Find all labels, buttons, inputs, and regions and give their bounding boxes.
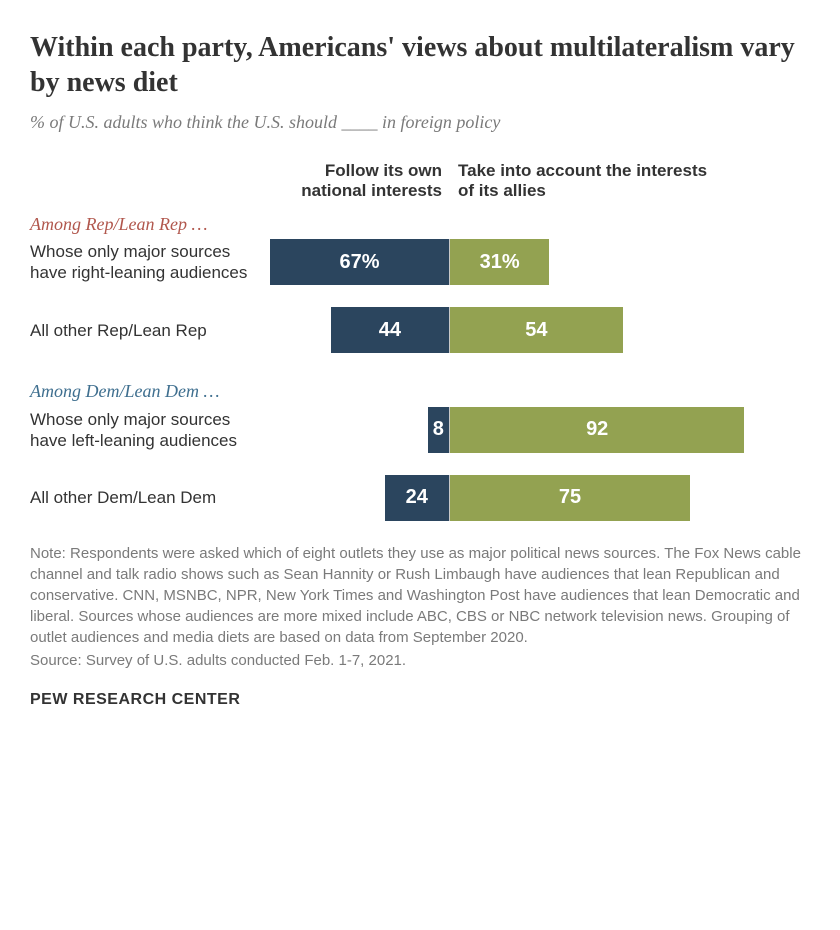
row-label: Whose only major sources have right-lean… — [30, 241, 270, 284]
source-line: Source: Survey of U.S. adults conducted … — [30, 652, 810, 669]
bar-left-wrap: 24 — [270, 475, 450, 521]
chart-groups: Among Rep/Lean Rep … Whose only major sou… — [30, 214, 800, 521]
bars: 67%31% — [270, 239, 770, 285]
bar-right-wrap: 75 — [450, 475, 770, 521]
bar-allies-interests: 31% — [450, 239, 549, 285]
chart-area: Follow its own national interests Take i… — [30, 161, 810, 521]
group-label: Among Dem/Lean Dem … — [30, 381, 230, 403]
column-headers: Follow its own national interests Take i… — [30, 161, 800, 202]
bars: 4454 — [270, 307, 770, 353]
chart-subtitle: % of U.S. adults who think the U.S. shou… — [30, 112, 810, 133]
chart-row: All other Rep/Lean Rep4454 — [30, 307, 800, 353]
bars: 892 — [270, 407, 770, 453]
chart-row: Whose only major sources have right-lean… — [30, 239, 800, 285]
footnote: Note: Respondents were asked which of ei… — [30, 543, 810, 648]
brand: PEW RESEARCH CENTER — [30, 691, 810, 709]
chart-row: Whose only major sources have left-leani… — [30, 407, 800, 453]
bar-allies-interests: 92 — [450, 407, 744, 453]
row-label: All other Rep/Lean Rep — [30, 320, 270, 341]
bars: 2475 — [270, 475, 770, 521]
bar-allies-interests: 54 — [450, 307, 623, 353]
row-label: All other Dem/Lean Dem — [30, 487, 270, 508]
header-spacer — [30, 161, 270, 202]
bar-right-wrap: 54 — [450, 307, 770, 353]
bar-national-interests: 44 — [331, 307, 449, 353]
bar-national-interests: 8 — [428, 407, 449, 453]
group-label: Among Rep/Lean Rep … — [30, 214, 230, 236]
bar-right-wrap: 92 — [450, 407, 770, 453]
bar-national-interests: 24 — [385, 475, 449, 521]
bar-right-wrap: 31% — [450, 239, 770, 285]
column-header-left: Follow its own national interests — [270, 161, 450, 202]
chart-row: All other Dem/Lean Dem2475 — [30, 475, 800, 521]
row-label: Whose only major sources have left-leani… — [30, 409, 270, 452]
column-header-right: Take into account the interests of its a… — [450, 161, 710, 202]
chart-title: Within each party, Americans' views abou… — [30, 30, 810, 100]
bar-left-wrap: 67% — [270, 239, 450, 285]
bar-allies-interests: 75 — [450, 475, 690, 521]
bar-national-interests: 67% — [270, 239, 449, 285]
bar-left-wrap: 44 — [270, 307, 450, 353]
bar-left-wrap: 8 — [270, 407, 450, 453]
